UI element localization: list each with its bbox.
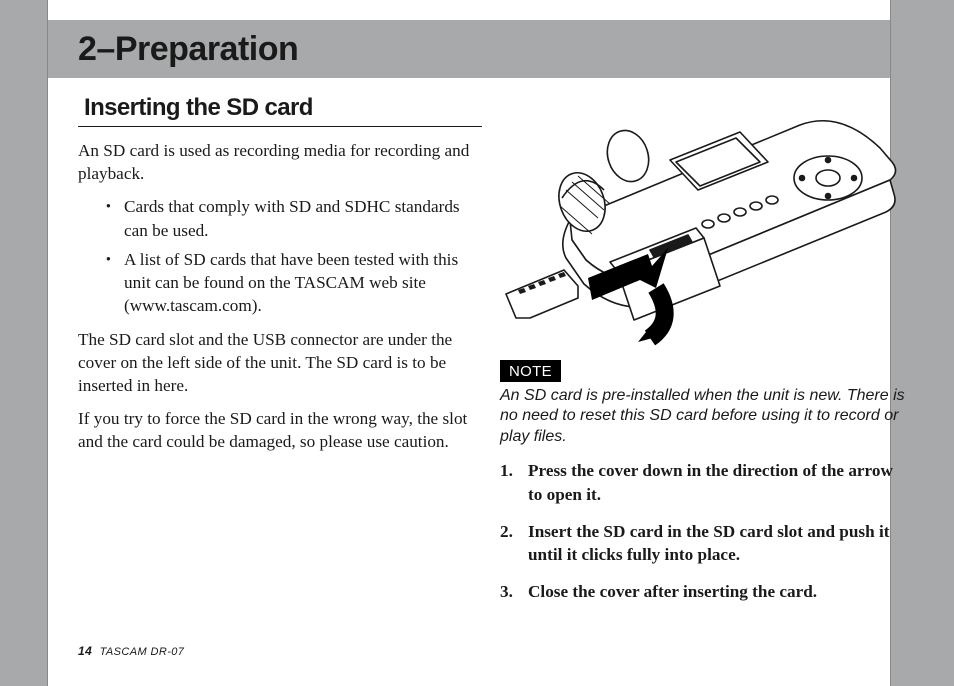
page-number: 14 — [78, 644, 92, 658]
chapter-title: 2–Preparation — [78, 30, 298, 69]
page-footer: 14 TASCAM DR-07 — [78, 644, 184, 658]
left-column: Inserting the SD card An SD card is used… — [78, 88, 482, 618]
list-item: Cards that comply with SD and SDHC stand… — [106, 195, 482, 241]
list-item: Insert the SD card in the SD card slot a… — [500, 520, 910, 566]
steps-list: Press the cover down in the direction of… — [500, 459, 910, 603]
manual-page: 2–Preparation Inserting the SD card An S… — [48, 0, 890, 686]
chapter-heading-bar: 2–Preparation — [48, 20, 890, 78]
list-item: Press the cover down in the direction of… — [500, 459, 910, 505]
note-text: An SD card is pre-installed when the uni… — [500, 386, 910, 447]
body-text: An SD card is used as recording media fo… — [78, 139, 482, 454]
list-item: Close the cover after inserting the card… — [500, 580, 910, 603]
device-diagram-icon — [500, 90, 910, 348]
paragraph: If you try to force the SD card in the w… — [78, 407, 482, 453]
list-item: A list of SD cards that have been tested… — [106, 248, 482, 318]
sd-insert-illustration — [500, 90, 910, 348]
bullet-list: Cards that comply with SD and SDHC stand… — [78, 195, 482, 317]
intro-paragraph: An SD card is used as recording media fo… — [78, 139, 482, 185]
content-columns: Inserting the SD card An SD card is used… — [48, 88, 890, 618]
section-heading: Inserting the SD card — [78, 88, 482, 127]
model-label: TASCAM DR-07 — [100, 646, 185, 658]
note-block: NOTE An SD card is pre-installed when th… — [500, 360, 910, 447]
note-label: NOTE — [500, 360, 561, 382]
paragraph: The SD card slot and the USB connector a… — [78, 328, 482, 398]
right-column: NOTE An SD card is pre-installed when th… — [500, 88, 910, 618]
